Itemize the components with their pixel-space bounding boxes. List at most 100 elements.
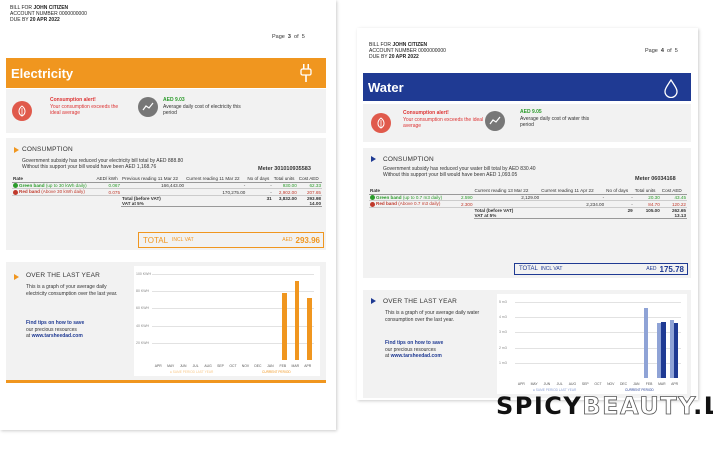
- subsidy-text: Government subsidy has reduced your wate…: [383, 166, 536, 178]
- watermark: SPICYBEAUTY.LT: [496, 392, 713, 421]
- total-box: TOTAL INCL VAT AED 175.78: [514, 263, 688, 275]
- gridline: [152, 325, 314, 327]
- chart-bar: [643, 308, 649, 378]
- column-header: Total units: [633, 188, 661, 195]
- section-marker-icon: [14, 147, 19, 153]
- alert-section: Consumption alert! Your consumption excee…: [6, 89, 326, 133]
- page-title: Water: [368, 79, 404, 95]
- y-tick-label: 3 m3: [499, 330, 507, 335]
- gridline: [152, 308, 314, 310]
- leaf-icon: [12, 101, 32, 121]
- table-cell: [121, 188, 186, 196]
- table-cell: [12, 201, 95, 207]
- band-label: Green band: [19, 183, 46, 188]
- x-tick-label: OCT: [594, 382, 602, 386]
- electricity-chart: 100 KWH 80 KWH 60 KWH 40 KWH 20 KWH APR MAY JUN…: [134, 266, 320, 376]
- bill-header: BILL FOR JOHN CITIZEN ACCOUNT NUMBER 000…: [10, 5, 87, 23]
- x-tick-label: MAY: [167, 364, 175, 368]
- page-title: Electricity: [11, 65, 74, 81]
- x-tick-label: APR: [671, 382, 679, 386]
- daily-average: AED 9.03 Average daily cost of electricit…: [163, 97, 241, 116]
- total-box: TOTAL INCL VAT AED 293.96: [138, 232, 324, 248]
- column-header: Total units: [272, 176, 298, 183]
- table-cell: 20.30: [633, 194, 661, 202]
- section-marker-icon: [14, 274, 19, 280]
- alert-section: Consumption alert! Your consumption excee…: [363, 104, 691, 142]
- bill-for-label: BILL FOR: [10, 5, 33, 11]
- consumption-alert: Consumption alert! Your consumption excee…: [50, 97, 119, 116]
- consumption-title: CONSUMPTION: [383, 156, 434, 163]
- x-tick-label: SEP: [217, 364, 224, 368]
- plug-icon: [300, 64, 312, 82]
- table-row: Green band (up to 30 kWh daily) 0.067 166,…: [12, 182, 322, 190]
- table-cell: 170,275.00: [185, 188, 247, 196]
- x-tick-label: JUL: [192, 364, 199, 368]
- x-tick-label: AUG: [568, 382, 577, 386]
- column-header: No of days: [605, 188, 634, 195]
- vat-label: VAT at 5%: [473, 212, 661, 219]
- subsidy-text: Government subsidy has reduced your elec…: [22, 158, 184, 170]
- band-label: Red band: [376, 201, 399, 207]
- tips-link[interactable]: www.tarsheedad.com: [31, 333, 83, 339]
- table-row: Red band (Above 30 kWh daily) 0.075 170,27…: [12, 188, 322, 196]
- column-header: No of days: [246, 176, 273, 183]
- total-amount: 175.78: [659, 264, 684, 274]
- legend-item: CURRENT PERIOD: [262, 370, 291, 374]
- subtotal-amount: 262.65: [671, 207, 686, 213]
- consumption-title: CONSUMPTION: [22, 146, 73, 153]
- year-text: This is a graph of your average daily wa…: [385, 310, 480, 323]
- year-text: This is a graph of your average daily el…: [26, 284, 118, 297]
- table-row: Green band (up to 0.7 m3 daily) 2.590 2,12…: [369, 194, 687, 202]
- water-chart: 5 m3 4 m3 3 m3 2 m3 1 m3 APR MAY JUN JUL AUG SEP OC…: [497, 294, 687, 394]
- check-icon: [13, 183, 18, 189]
- x-tick-label: DEC: [254, 364, 262, 368]
- vat-label: VAT at 5%: [121, 200, 298, 207]
- daily-average: AED 9.05 Average daily cost of water this…: [520, 109, 590, 128]
- electricity-bill-page: BILL FOR JOHN CITIZEN ACCOUNT NUMBER 000…: [0, 0, 336, 430]
- x-tick-label: APR: [517, 382, 525, 386]
- y-tick-label: 80 KWH: [136, 289, 150, 294]
- consumption-section: CONSUMPTION Government subsidy has reduc…: [6, 138, 326, 250]
- table-header-row: Rate AED/ kWh Previous reading 11 Mar 22 Cu…: [12, 176, 322, 183]
- table-cell: 2,129.00: [473, 194, 541, 202]
- y-tick-label: 100 KWH: [136, 272, 151, 276]
- band-detail: (Above 30 kWh daily): [41, 189, 85, 195]
- table-cell: 43.45: [660, 194, 687, 202]
- chart-bar: [307, 298, 312, 360]
- gridline: [515, 347, 681, 349]
- table-cell: -: [540, 194, 606, 202]
- chart-bar: [294, 280, 300, 360]
- leaf-icon: [371, 113, 391, 133]
- x-tick-label: FEB: [279, 364, 287, 368]
- trend-icon: [485, 111, 505, 131]
- gridline: [515, 332, 681, 334]
- column-header: Cost AED: [297, 176, 322, 183]
- year-section: OVER THE LAST YEAR This is a graph of yo…: [363, 290, 691, 398]
- page-number: Page 4 of 5: [645, 48, 678, 54]
- column-header: [457, 188, 474, 195]
- column-header: Previous reading 11 Mar 22: [121, 176, 186, 183]
- x-tick-label: JAN: [633, 382, 640, 386]
- legend-item: ● SAME PERIOD LAST YEAR: [170, 370, 214, 374]
- table-cell: 2,234.00: [540, 200, 606, 208]
- table-cell: -: [246, 182, 273, 190]
- y-tick-label: 2 m3: [499, 345, 507, 350]
- subtotal-amount: 293.98: [306, 195, 321, 201]
- total-amount: 293.96: [295, 235, 320, 245]
- subtotal-days: 29: [627, 207, 633, 213]
- tips-text: Find tips on how to save our precious res…: [385, 340, 444, 359]
- table-cell: 2.300: [457, 200, 474, 208]
- band-cell: Red band (Above 30 kWh daily): [12, 188, 96, 196]
- table-cell: 62.33: [297, 182, 322, 190]
- check-icon: [370, 195, 375, 201]
- x-tick-label: SEP: [581, 382, 589, 386]
- trend-icon: [138, 97, 158, 117]
- warning-icon: [13, 189, 18, 195]
- y-tick-label: 60 KWH: [136, 306, 150, 311]
- vat-amount: 14.00: [297, 200, 322, 207]
- y-tick-label: 40 KWH: [136, 323, 150, 328]
- tips-link[interactable]: www.tarsheedad.com: [390, 353, 442, 359]
- year-title: OVER THE LAST YEAR: [383, 298, 458, 305]
- gridline: [152, 274, 314, 275]
- table-cell: -: [246, 188, 273, 196]
